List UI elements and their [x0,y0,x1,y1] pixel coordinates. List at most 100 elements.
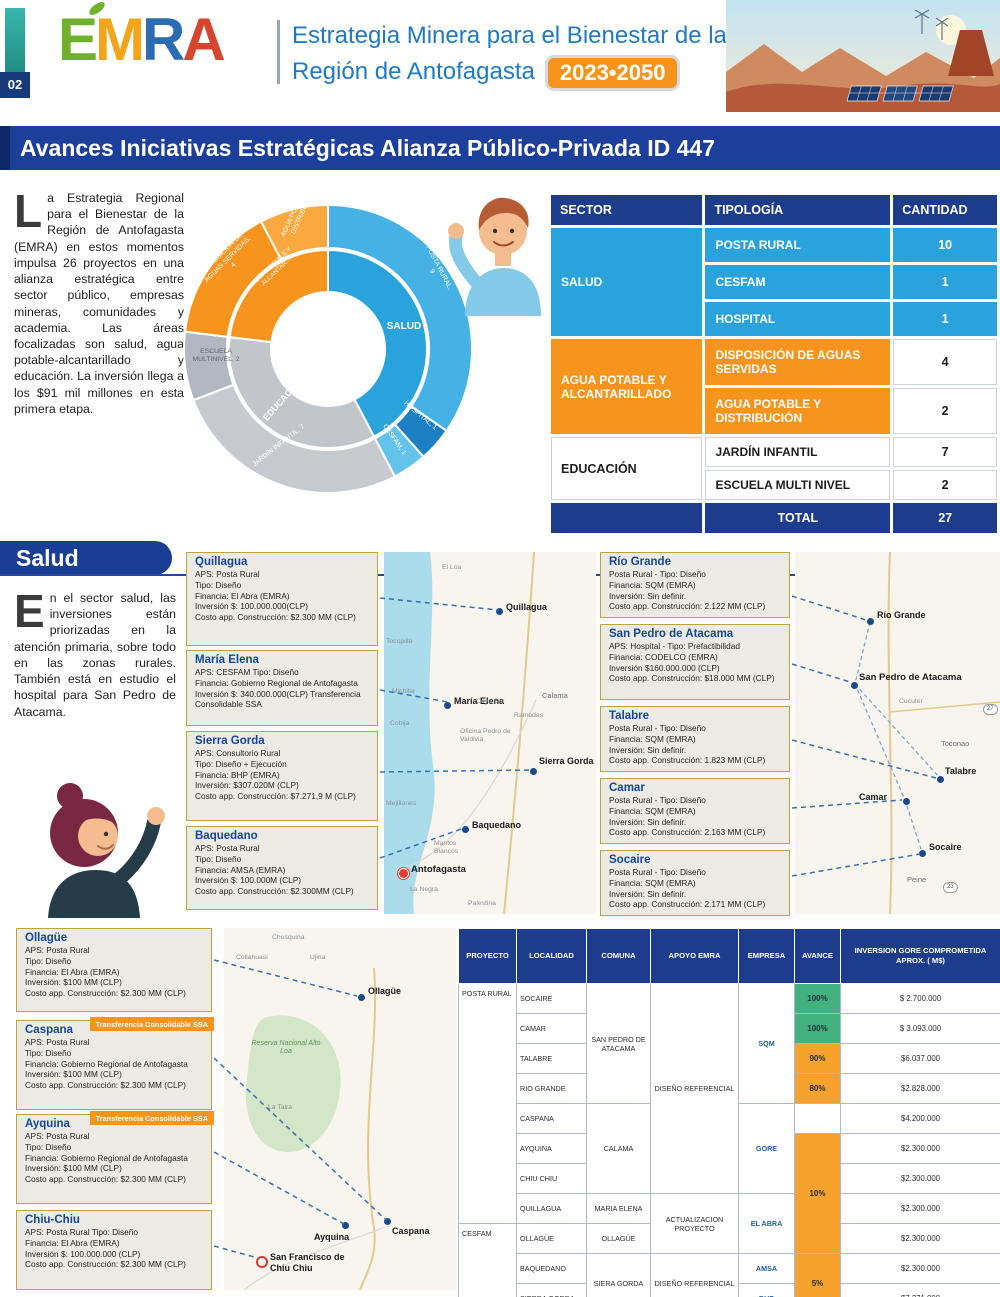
map-dot-ayquina [342,1222,349,1229]
comuna-cell: SAN PEDRO DE ATACAMA [586,983,651,1104]
col-header-cantidad: CANTIDAD [893,195,997,225]
empresa-cell: EL ABRA [738,1193,795,1254]
comuna-cell: OLLAGÜE [586,1223,651,1254]
sector-typology-table: SECTOR TIPOLOGÍA CANTIDAD SALUD POSTA RU… [548,192,1000,536]
map-town-ayquina: Ayquina [314,1232,350,1242]
empresa-cell: BHP [738,1283,795,1297]
table-row: TALABRE 90% $6.037.000 [459,1043,1000,1074]
map-minor-label: Michilla [392,688,415,695]
map-town-baquedano: Baquedano [472,820,522,830]
map-town-caspana: Caspana [392,1226,430,1236]
emra-logo: EMRA [58,10,226,70]
salud-text: n el sector salud, las inversiones están… [14,591,176,719]
avance-cell: 10% [794,1133,841,1254]
card-title: Talabre [609,710,650,722]
total-row-spacer [551,503,703,533]
inversion-cell: $4.200.000 [840,1103,1000,1134]
apoyo-cell: DISEÑO REFERENCIAL [650,983,739,1194]
sector-agua: AGUA POTABLE Y ALCANTARILLADO [551,339,703,434]
map-town-ollague: Ollagüe [368,986,402,996]
apoyo-cell: ACTUALIZACION PROYECTO [650,1193,739,1254]
avance-cell: 90% [794,1043,841,1074]
comuna-cell: MARIA ELENA [586,1193,651,1224]
card-sierra-gorda: Sierra Gorda APS: Consultorio Rural Tipo:… [186,731,378,821]
localidad-cell: SIERRA GORDA [516,1283,587,1297]
localidad-cell: SOCAIRE [516,983,587,1014]
table-row: SIERRA GORDA BHP $7.271.000 [459,1283,1000,1297]
card-body: Posta Rural - Tipo: Diseño Financia: SQM … [609,723,766,766]
inversion-cell: $2.828.000 [840,1073,1000,1104]
card-title: Caspana [25,1024,73,1036]
card-body: APS: CESFAM Tipo: Diseño Financia: Gobier… [195,667,361,710]
table-row: BAQUEDANO SIERA GORDA DISEÑO REFERENCIAL… [459,1253,1000,1297]
donut-segment [327,203,473,433]
col-header-sector: SECTOR [551,195,703,225]
tagline-line1: Estrategia Minera para el Bienestar de l… [292,22,727,49]
proyecto-cell: POSTA RURAL [458,983,517,1224]
inversion-cell: $2.300.000 [840,1163,1000,1194]
map-dot-caspana [384,1218,391,1225]
card-title: Río Grande [609,556,671,568]
card-title: Sierra Gorda [195,735,265,747]
card-title: Ollagüe [25,932,68,944]
tipologia-cell: AGUA POTABLE Y DISTRIBUCIÓN [705,388,891,434]
map-dot-socaire [919,850,926,857]
card-san-pedro: San Pedro de Atacama APS: Hospital - Tip… [600,624,790,700]
card-body: APS: Consultorio Rural Tipo: Diseño + Eje… [195,748,356,802]
localidad-cell: QUILLAGUA [516,1193,587,1224]
tipologia-cell: DISPOSICIÓN DE AGUAS SERVIDAS [705,339,891,385]
donut-label-salud: SALUD [386,321,422,332]
card-ollague: Ollagüe APS: Posta Rural Tipo: Diseño Fina… [16,928,212,1012]
empresa-cell: AMSA [738,1253,795,1284]
page-edge-accent [5,8,25,72]
donut-svg [183,203,473,494]
localidad-cell: AYQUINA [516,1133,587,1164]
tipologia-cell: CESFAM [705,265,891,299]
person-illustration-man [448,197,541,316]
card-title: Quillagua [195,556,248,568]
card-body: Posta Rural - Tipo: Diseño Financia: SQM … [609,867,766,910]
logo-letter: M [95,6,145,73]
map-town-maria-elena: María Elena [454,696,505,706]
sector-salud: SALUD [551,228,703,336]
map-minor-label: Cobija [390,720,410,727]
map-minor-label: Palestina [468,900,496,907]
cantidad-cell: 4 [893,339,997,385]
map-shapes [854,552,1000,914]
card-title: Ayquina [25,1118,70,1130]
ptable-header-avance: AVANCE [794,928,841,984]
map-minor-label: Peine [907,875,927,884]
transfer-badge: Transferencia Consolidable SSA [89,1017,214,1031]
transfer-badge: Transferencia Consolidable SSA [89,1111,214,1125]
ptable-header-apoyo: APOYO EMRA [650,928,739,984]
inversion-cell: $2.300.000 [840,1133,1000,1164]
table-row: AYQUINA 10% $2.300.000 [459,1133,1000,1254]
donut-label-escuela: ESCUELA MULTINIVEL, 2 [192,348,240,363]
map-minor-label: Collahuasi [236,954,268,961]
card-body: Posta Rural - Tipo: Diseño Financia: SQM … [609,569,766,612]
logo-divider [277,20,280,84]
tipologia-cell: JARDÍN INFANTIL [705,437,891,467]
map-town-sierra-gorda: Sierra Gorda [539,756,594,766]
card-body: APS: Posta Rural Tipo: Diseño Financia: AM… [195,843,354,897]
card-title: Baquedano [195,830,258,842]
inversion-cell: $ 3.093.000 [840,1013,1000,1044]
section-title-bar: Avances Iniciativas Estratégicas Alianza… [0,126,1000,170]
table-row: RIO GRANDE 80% $2.828.000 [459,1073,1000,1104]
card-body: APS: Posta Rural Tipo: Diseño Financia: El… [195,569,356,623]
cantidad-cell: 1 [893,265,997,299]
map-town-quillagua: Quillagua [506,602,548,612]
logo-letter: E [58,6,98,73]
localidad-cell: CAMAR [516,1013,587,1044]
map-antofagasta-coast: Quillagua María Elena Sierra Gorda Baque… [384,552,596,914]
proyecto-cell: CESFAM [458,1223,517,1297]
card-ayquina: Transferencia Consolidable SSA Ayquina A… [16,1111,214,1204]
avance-cell: 5% [794,1253,841,1297]
table-row: CASPANA CALAMA GORE $4.200.000 [459,1103,1000,1194]
map-dot-baquedano [462,826,469,833]
map-marker-san-francisco [256,1256,268,1268]
inversion-cell: $6.037.000 [840,1043,1000,1074]
map-alto-loa: Chusquina Collahuasi Ujina Ollagüe Reser… [224,928,456,1290]
